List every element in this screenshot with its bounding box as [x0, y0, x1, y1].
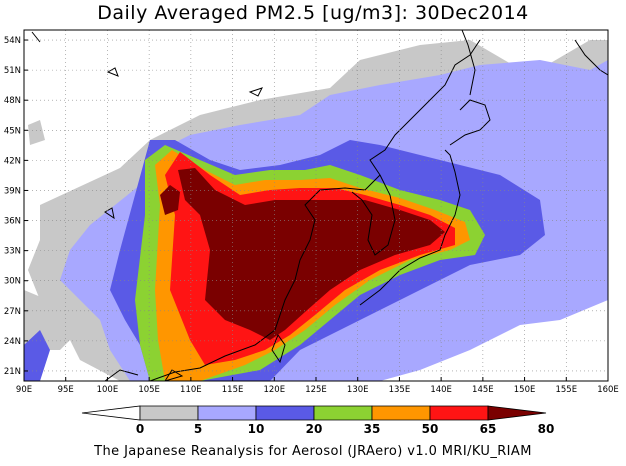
colorbar-label: 20	[306, 422, 323, 436]
y-tick-label: 24N	[4, 337, 21, 347]
colorbar-swatch	[255, 405, 315, 421]
x-tick-label: 135E	[389, 385, 411, 395]
x-tick-label: 110E	[180, 385, 202, 395]
y-tick-label: 21N	[4, 367, 21, 377]
y-tick-label: 48N	[4, 96, 21, 106]
x-axis-ticks: 90E 95E 100E 105E 110E 115E 120E 125E 130E 135E 14…	[16, 377, 619, 395]
y-tick-label: 45N	[4, 126, 21, 136]
coast-china	[149, 39, 481, 381]
colorbar-label: 80	[538, 422, 555, 436]
coastlines	[31, 30, 608, 381]
coast-lake-2	[106, 67, 119, 77]
x-tick-label: 130E	[347, 385, 369, 395]
y-axis-ticks: 21N 24N 27N 30N 33N 36N 39N 42N 45N 48N 51N 54N	[4, 36, 28, 377]
y-tick-label: 36N	[4, 217, 21, 227]
x-tick-label: 90E	[16, 385, 32, 395]
coast-hainan	[164, 369, 184, 381]
contour-80-north	[160, 185, 180, 215]
y-tick-label: 42N	[4, 156, 21, 166]
contour-20-west	[24, 330, 50, 381]
coast-korea	[351, 174, 396, 256]
colorbar-label: 0	[136, 422, 144, 436]
colorbar-swatch	[429, 405, 489, 421]
x-tick-label: 160E	[597, 385, 619, 395]
contour-80	[178, 168, 445, 340]
x-tick-label: 150E	[514, 385, 536, 395]
concentration-field	[24, 40, 608, 381]
y-tick-label: 33N	[4, 247, 21, 257]
coast-lake-1	[104, 207, 115, 220]
x-tick-label: 125E	[305, 385, 327, 395]
map-grid	[24, 30, 608, 381]
coast-taiwan	[271, 333, 286, 364]
coast-lake-3	[248, 87, 263, 97]
colorbar-label: 10	[248, 422, 265, 436]
colorbar: 0 5 10 20 35 50 65 80	[81, 405, 555, 436]
y-tick-label: 30N	[4, 277, 21, 287]
x-tick-label: 115E	[222, 385, 244, 395]
x-tick-label: 95E	[58, 385, 74, 395]
colorbar-label: 65	[480, 422, 497, 436]
x-tick-label: 140E	[430, 385, 452, 395]
coast-japan	[359, 149, 461, 306]
colorbar-swatch	[487, 405, 547, 421]
x-tick-label: 100E	[97, 385, 119, 395]
colorbar-label: 50	[422, 422, 439, 436]
coast-sakhalin	[461, 30, 476, 96]
x-tick-label: 155E	[555, 385, 577, 395]
x-tick-label: 120E	[263, 385, 285, 395]
coast-vietnam	[104, 369, 139, 381]
colorbar-swatch	[139, 405, 199, 421]
x-tick-label: 105E	[138, 385, 160, 395]
y-tick-label: 54N	[4, 36, 21, 46]
footer-credit: The Japanese Reanalysis for Aerosol (JRA…	[94, 444, 532, 459]
colorbar-swatch	[81, 405, 141, 421]
colorbar-label: 5	[194, 422, 202, 436]
y-tick-label: 51N	[4, 66, 21, 76]
colorbar-swatch	[197, 405, 257, 421]
colorbar-swatch	[313, 405, 373, 421]
colorbar-label: 35	[364, 422, 381, 436]
map-title: Daily Averaged PM2.5 [ug/m3]: 30Dec2014	[97, 2, 529, 24]
coast-lake-4	[31, 31, 41, 43]
contour-5-nw	[28, 120, 45, 145]
x-tick-label: 145E	[472, 385, 494, 395]
y-tick-label: 27N	[4, 307, 21, 317]
y-tick-label: 39N	[4, 186, 21, 196]
coast-hokkaido	[449, 99, 491, 146]
coast-kamchatka	[574, 39, 608, 76]
colorbar-swatch	[371, 405, 431, 421]
